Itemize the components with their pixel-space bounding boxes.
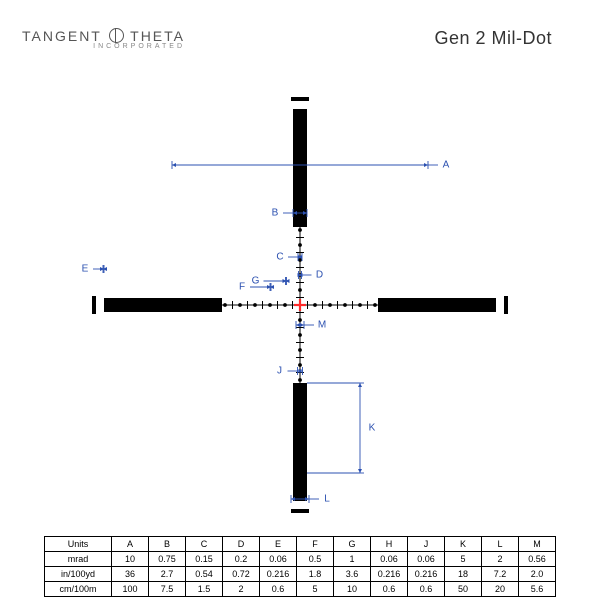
col-H: H	[371, 537, 408, 552]
bar-right	[378, 298, 496, 312]
bar-top	[293, 109, 307, 227]
dim-label-D: D	[316, 270, 323, 281]
theta-icon	[109, 28, 124, 43]
reticle-svg: A B C D GF E M J K L	[0, 55, 600, 535]
dim-label-L: L	[324, 494, 330, 505]
brand-word-1: TANGENT	[22, 28, 102, 44]
col-C: C	[186, 537, 223, 552]
table-row: in/100yd362.70.540.720.2161.83.60.2160.2…	[45, 567, 556, 582]
table-header-row: UnitsABCDEFGHJKLM	[45, 537, 556, 552]
dim-label-B: B	[272, 208, 279, 219]
table-row: mrad100.750.150.20.060.510.060.06520.56	[45, 552, 556, 567]
reticle-diagram: A B C D GF E M J K L	[0, 55, 600, 535]
col-M: M	[519, 537, 556, 552]
col-D: D	[223, 537, 260, 552]
col-K: K	[445, 537, 482, 552]
dim-label-J: J	[277, 366, 282, 377]
bar-bottom	[293, 383, 307, 501]
dim-label-M: M	[318, 320, 326, 331]
dim-label-F: F	[239, 282, 245, 293]
brand-word-2: THETA	[130, 28, 185, 44]
brand-logo: TANGENT THETA INCORPORATED	[22, 28, 185, 50]
dim-label-K: K	[369, 423, 376, 434]
col-F: F	[297, 537, 334, 552]
col-B: B	[149, 537, 186, 552]
col-L: L	[482, 537, 519, 552]
table-body: mrad100.750.150.20.060.510.060.06520.56i…	[45, 552, 556, 597]
dim-label-E: E	[82, 264, 89, 275]
dim-label-A: A	[443, 160, 450, 171]
col-G: G	[334, 537, 371, 552]
dim-label-G: G	[252, 276, 260, 287]
col-J: J	[408, 537, 445, 552]
spec-table: UnitsABCDEFGHJKLM mrad100.750.150.20.060…	[44, 536, 556, 597]
brand-sub: INCORPORATED	[22, 43, 185, 50]
bar-left	[104, 298, 222, 312]
col-E: E	[260, 537, 297, 552]
table-row: cm/100m1007.51.520.65100.60.650205.6	[45, 582, 556, 597]
col-A: A	[112, 537, 149, 552]
diagram-title: Gen 2 Mil-Dot	[434, 28, 552, 49]
dim-label-C: C	[276, 252, 283, 263]
col-units: Units	[45, 537, 112, 552]
